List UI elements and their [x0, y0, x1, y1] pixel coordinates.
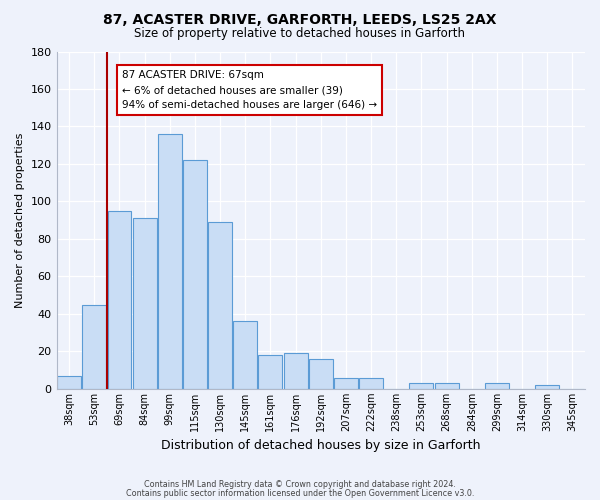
Bar	[535, 385, 559, 389]
Bar	[485, 384, 509, 389]
Bar	[133, 218, 157, 389]
Text: 87 ACASTER DRIVE: 67sqm
← 6% of detached houses are smaller (39)
94% of semi-det: 87 ACASTER DRIVE: 67sqm ← 6% of detached…	[122, 70, 377, 110]
X-axis label: Distribution of detached houses by size in Garforth: Distribution of detached houses by size …	[161, 440, 481, 452]
Bar	[259, 355, 283, 389]
Bar	[284, 354, 308, 389]
Y-axis label: Number of detached properties: Number of detached properties	[15, 132, 25, 308]
Text: Size of property relative to detached houses in Garforth: Size of property relative to detached ho…	[134, 28, 466, 40]
Bar	[233, 322, 257, 389]
Bar	[57, 376, 81, 389]
Bar	[334, 378, 358, 389]
Text: 87, ACASTER DRIVE, GARFORTH, LEEDS, LS25 2AX: 87, ACASTER DRIVE, GARFORTH, LEEDS, LS25…	[103, 12, 497, 26]
Bar	[82, 304, 106, 389]
Bar	[409, 384, 433, 389]
Bar	[434, 384, 458, 389]
Bar	[208, 222, 232, 389]
Bar	[309, 359, 333, 389]
Bar	[359, 378, 383, 389]
Bar	[158, 134, 182, 389]
Text: Contains HM Land Registry data © Crown copyright and database right 2024.: Contains HM Land Registry data © Crown c…	[144, 480, 456, 489]
Bar	[107, 211, 131, 389]
Text: Contains public sector information licensed under the Open Government Licence v3: Contains public sector information licen…	[126, 488, 474, 498]
Bar	[183, 160, 207, 389]
